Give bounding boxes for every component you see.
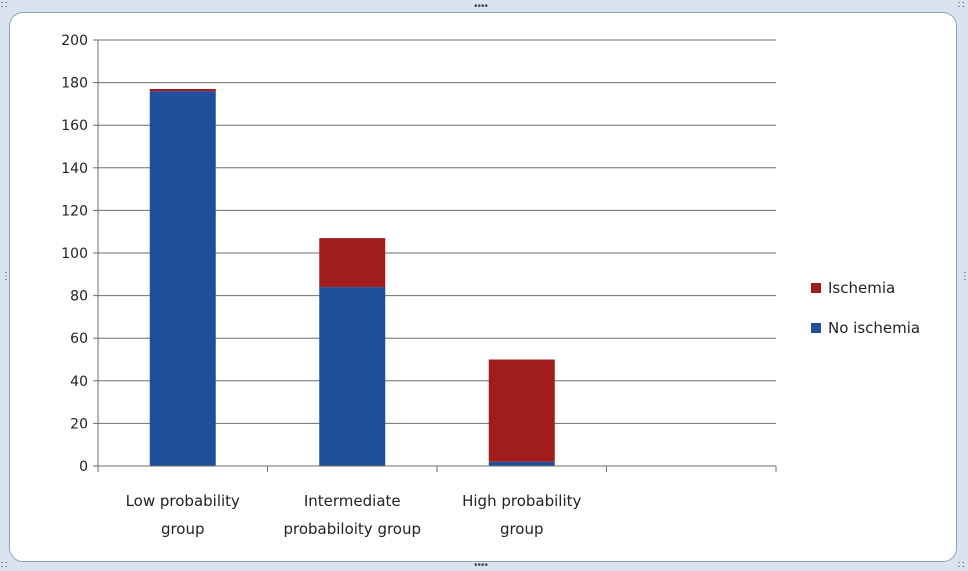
y-tick-label: 180 <box>61 76 88 92</box>
y-tick-label: 60 <box>70 331 88 347</box>
resize-handle-left-icon[interactable]: ⋮ <box>1 271 11 282</box>
x-category-label: Low probability <box>126 492 240 510</box>
resize-handle-right-icon[interactable]: ⋮ <box>960 271 968 282</box>
resize-handle-bottomleft-icon[interactable]: ∷ <box>1 560 8 571</box>
y-tick-label: 120 <box>61 203 88 219</box>
y-tick-label: 40 <box>70 374 88 390</box>
y-tick-label: 20 <box>70 416 88 432</box>
y-tick-label: 80 <box>70 289 88 305</box>
legend-swatch-ischemia <box>811 283 821 293</box>
x-category-label: Intermediate <box>304 492 401 510</box>
y-tick-label: 0 <box>79 459 88 475</box>
y-tick-label: 160 <box>61 118 88 134</box>
bar-no-ischemia <box>488 461 555 466</box>
resize-handle-topleft-icon[interactable]: ∷ <box>1 0 8 11</box>
bar-no-ischemia <box>149 91 216 467</box>
resize-handle-bottomright-icon[interactable]: ∷ <box>958 560 965 571</box>
resize-handle-topright-icon[interactable]: ∷ <box>958 0 965 11</box>
bar-no-ischemia <box>319 287 386 466</box>
y-tick-label: 200 <box>61 33 88 49</box>
y-tick-label: 100 <box>61 246 88 262</box>
legend-label: Ischemia <box>828 279 895 297</box>
x-category-label: probabiloity group <box>283 520 421 538</box>
bar-ischemia <box>149 88 216 92</box>
bar-ischemia <box>488 359 555 462</box>
bar-ischemia <box>319 238 386 288</box>
x-category-label: High probability <box>462 492 581 510</box>
x-category-label: group <box>500 520 544 538</box>
y-tick-label: 140 <box>61 161 88 177</box>
legend-swatch-no-ischemia <box>811 323 821 333</box>
resize-handle-top-icon[interactable]: •••• <box>474 1 489 12</box>
x-category-label: group <box>161 520 205 538</box>
legend-label: No ischemia <box>828 319 920 337</box>
resize-handle-bottom-icon[interactable]: •••• <box>474 560 489 571</box>
